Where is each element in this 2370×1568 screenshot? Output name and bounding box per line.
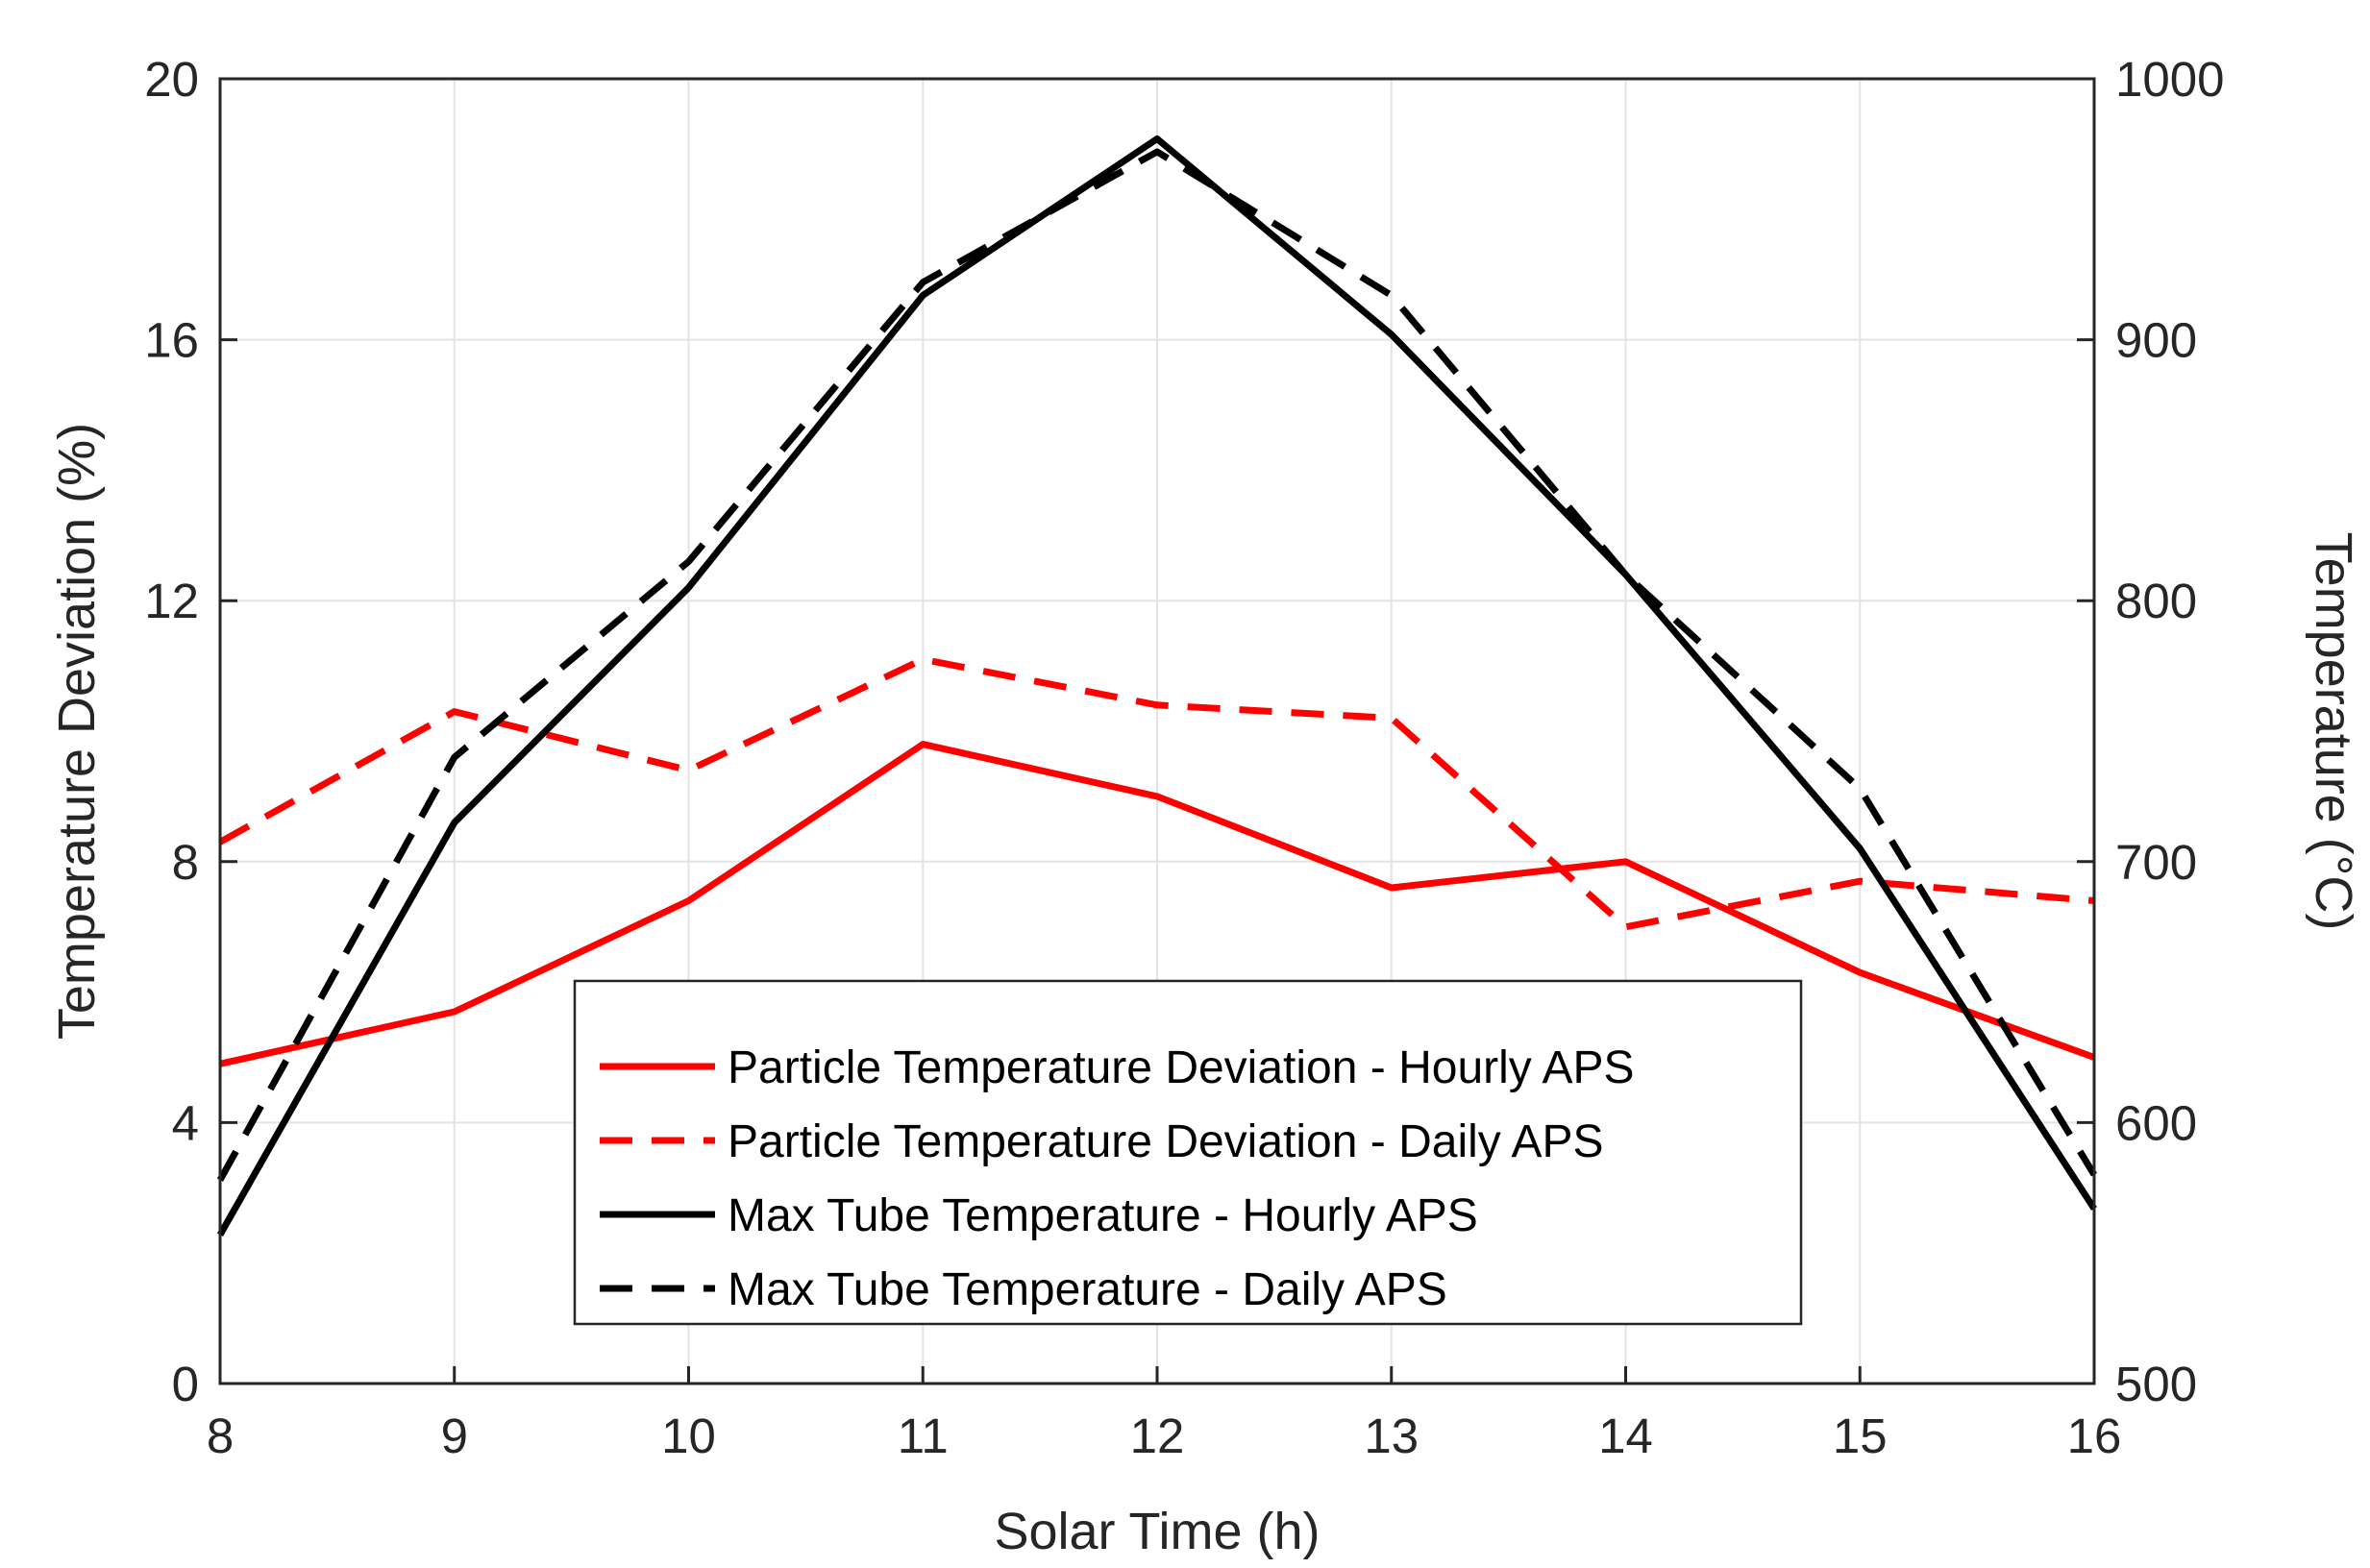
- left-y-tick-label: 20: [144, 52, 199, 107]
- legend: Particle Temperature Deviation - Hourly …: [573, 979, 1803, 1326]
- right-y-tick-label: 500: [2115, 1357, 2197, 1411]
- right-y-tick-label: 1000: [2115, 52, 2224, 107]
- left-y-tick-label: 12: [144, 574, 199, 628]
- right-y-tick-labels: 500 600 700 800 900 1000: [2077, 52, 2224, 1411]
- series-line-4: [216, 148, 2097, 1182]
- right-y-tick-label: 900: [2115, 313, 2197, 368]
- series-line-1: [219, 741, 2096, 1067]
- series-lines: [216, 135, 2097, 1237]
- grid-lines: [219, 78, 2095, 1384]
- x-tick-label: 11: [898, 1409, 949, 1463]
- legend-label: Max Tube Temperature - Daily APS: [728, 1264, 1447, 1315]
- x-tick-label: 14: [1598, 1409, 1653, 1463]
- right-y-tick-label: 700: [2115, 835, 2197, 890]
- left-y-tick-label: 16: [144, 313, 199, 368]
- series-line-2: [218, 655, 2095, 931]
- right-y-axis-title: Temperature (°C): [2305, 532, 2362, 931]
- right-y-tick-label: 800: [2115, 574, 2197, 628]
- series-line-3: [216, 135, 2097, 1237]
- x-axis-title: Solar Time (h): [994, 1503, 1320, 1560]
- left-y-tick-label: 8: [172, 835, 199, 890]
- legend-label: Particle Temperature Deviation - Daily A…: [728, 1116, 1604, 1167]
- x-tick-labels: 8 9 10 11 12 13 14 15 16: [207, 1366, 2122, 1463]
- x-tick-label: 9: [441, 1409, 468, 1463]
- x-tick-label: 16: [2067, 1409, 2122, 1463]
- left-y-tick-labels: 0 4 8 12 16 20: [144, 52, 237, 1411]
- legend-label: Particle Temperature Deviation - Hourly …: [728, 1042, 1635, 1093]
- legend-box: [573, 979, 1803, 1326]
- right-y-tick-label: 600: [2115, 1095, 2197, 1150]
- left-y-axis-title: Temperature Deviation (%): [48, 423, 106, 1040]
- x-tick-label: 13: [1364, 1409, 1419, 1463]
- x-tick-label: 8: [207, 1409, 234, 1463]
- legend-label: Max Tube Temperature - Hourly APS: [728, 1190, 1478, 1241]
- x-tick-label: 15: [1833, 1409, 1888, 1463]
- left-y-tick-label: 4: [172, 1095, 199, 1150]
- left-y-tick-label: 0: [172, 1357, 199, 1411]
- x-tick-label: 12: [1130, 1409, 1185, 1463]
- x-tick-label: 10: [661, 1409, 716, 1463]
